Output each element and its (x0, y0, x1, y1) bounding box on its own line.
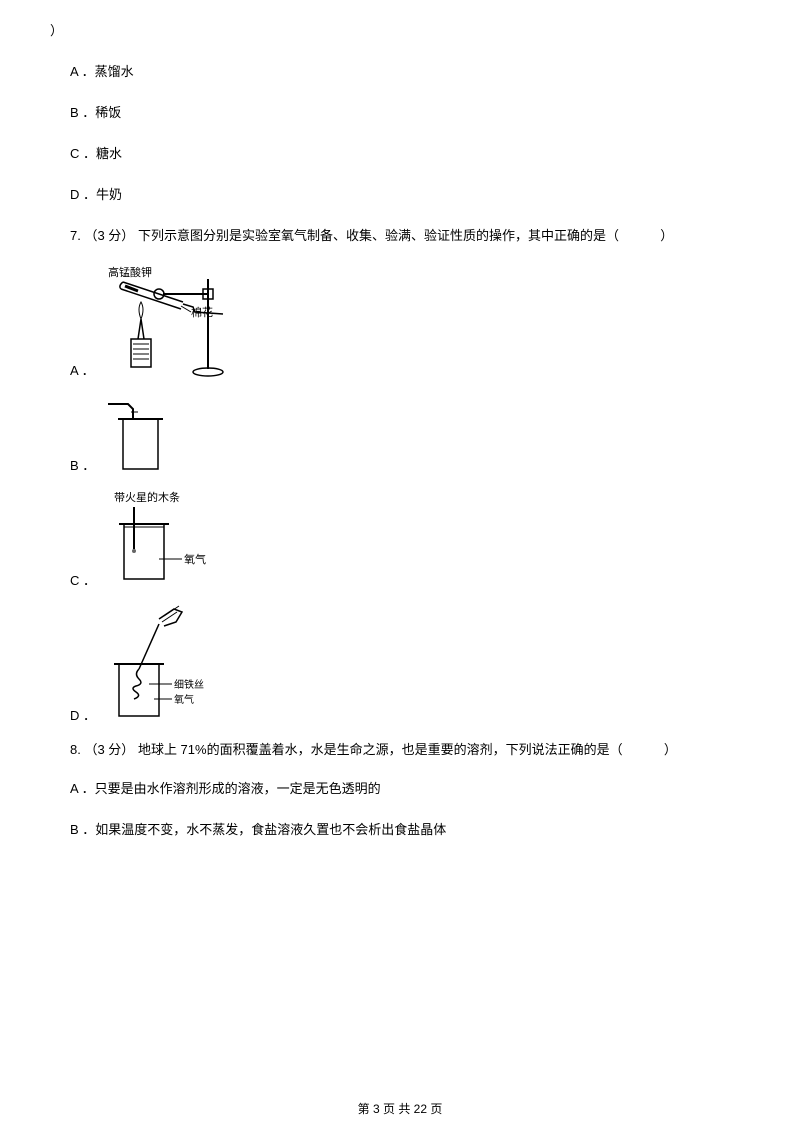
q8-stem: 8. （3 分） 地球上 71%的面积覆盖着水，水是生命之源，也是重要的溶剂，下… (70, 739, 750, 758)
q7-option-a-row: A ． 高锰酸钾 棉花 (70, 264, 750, 379)
q8-paren-blank (626, 742, 660, 757)
q7-text: 下列示意图分别是实验室氧气制备、收集、验满、验证性质的操作，其中正确的是（ (138, 228, 619, 243)
label-iron-wire: 细铁丝 (174, 678, 204, 691)
q7-number: 7. (70, 228, 81, 243)
label-splint: 带火星的木条 (114, 490, 180, 504)
q7-option-d-row: D ． 细铁丝 氧气 (70, 604, 750, 724)
q8-option-b: B ．如果温度不变，水不蒸发，食盐溶液久置也不会析出食盐晶体 (70, 819, 750, 838)
q7-paren-blank (623, 228, 657, 243)
label-kmno4: 高锰酸钾 (108, 265, 152, 279)
q6-option-d: D ．牛奶 (70, 184, 750, 203)
q7-option-b-label: B ． (70, 455, 95, 474)
q7-paren-close: ） (660, 228, 673, 243)
q7-diagram-c: 带火星的木条 氧气 (104, 489, 234, 589)
label-oxygen-d: 氧气 (174, 693, 194, 706)
q8-score: （3 分） (84, 742, 134, 757)
q7-option-a-label: A ． (70, 360, 95, 379)
label-oxygen-c: 氧气 (184, 552, 206, 566)
q6-option-a: A ．蒸馏水 (70, 61, 750, 80)
q7-stem: 7. （3 分） 下列示意图分别是实验室氧气制备、收集、验满、验证性质的操作，其… (70, 225, 750, 244)
page-footer: 第 3 页 共 22 页 (0, 1100, 800, 1117)
q7-diagram-d: 细铁丝 氧气 (104, 604, 234, 724)
q6-option-b: B ．稀饭 (70, 102, 750, 121)
q7-option-c-label: C ． (70, 570, 96, 589)
q8-option-a: A ．只要是由水作溶剂形成的溶液，一定是无色透明的 (70, 778, 750, 797)
q7-option-c-row: C ． 带火星的木条 氧气 (70, 489, 750, 589)
q7-diagram-b (103, 394, 178, 474)
q7-score: （3 分） (84, 228, 134, 243)
q6-option-c: C ．糖水 (70, 143, 750, 162)
q7-option-b-row: B ． (70, 394, 750, 474)
q7-option-d-label: D ． (70, 705, 96, 724)
closing-paren: ） (50, 20, 750, 39)
q7-diagram-a: 高锰酸钾 棉花 (103, 264, 248, 379)
q8-number: 8. (70, 742, 81, 757)
q8-paren-close: ） (664, 742, 677, 757)
q8-text: 地球上 71%的面积覆盖着水，水是生命之源，也是重要的溶剂，下列说法正确的是（ (138, 742, 623, 757)
